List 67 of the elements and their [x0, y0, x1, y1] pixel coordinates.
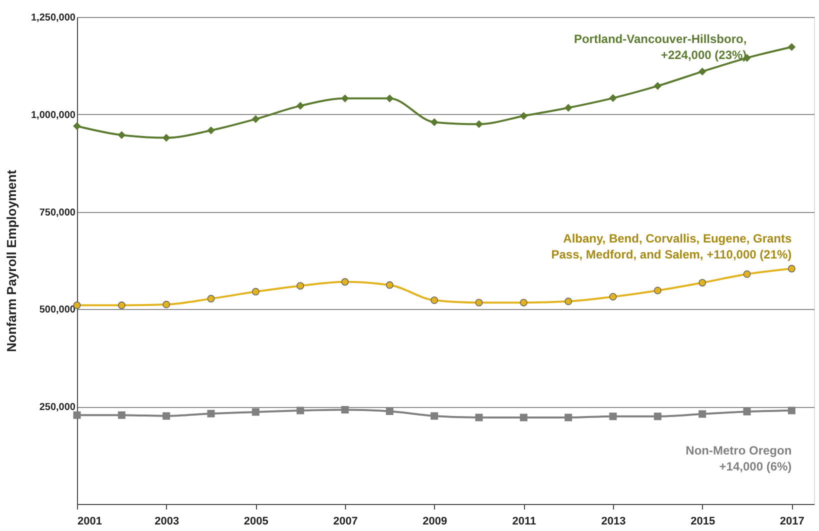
- point: [118, 302, 126, 310]
- point: [743, 270, 751, 278]
- point: [788, 43, 796, 51]
- point: [252, 288, 260, 296]
- point: [609, 292, 617, 300]
- point: [475, 298, 483, 306]
- point: [386, 94, 394, 102]
- point: [564, 104, 572, 112]
- point: [654, 286, 662, 294]
- point: [341, 406, 349, 414]
- point: [430, 412, 438, 420]
- point: [118, 131, 126, 139]
- y-tick-label: 750,000: [39, 207, 76, 218]
- point: [475, 414, 483, 422]
- point: [296, 406, 304, 414]
- x-tick-label: 2009: [422, 516, 448, 528]
- x-tick-label: 2015: [690, 516, 716, 528]
- point: [698, 278, 706, 286]
- point: [520, 414, 528, 422]
- point: [162, 134, 170, 142]
- point: [386, 281, 394, 289]
- point: [475, 120, 483, 128]
- point: [252, 408, 260, 416]
- point: [520, 298, 528, 306]
- x-tick-label: 2011: [512, 516, 536, 528]
- y-tick-label: 1,250,000: [31, 12, 76, 24]
- point: [162, 300, 170, 308]
- x-tick-label: 2003: [154, 516, 180, 528]
- y-axis-title: Nonfarm Payroll Employment: [4, 169, 20, 352]
- point: [296, 102, 304, 110]
- y-tick-label: 250,000: [39, 402, 76, 414]
- point: [430, 118, 438, 126]
- x-tick-label: 2007: [333, 516, 358, 528]
- point: [341, 94, 349, 102]
- series-label: Albany, Bend, Corvallis, Eugene, Grants Pass, Medford, and Salem, +110,000 (21%): [551, 232, 792, 262]
- series-label: Portland-Vancouver-Hillsboro, +224,000 (23%): [574, 32, 747, 62]
- point: [609, 94, 617, 102]
- y-tick-label: 500,000: [39, 304, 76, 316]
- point: [743, 408, 751, 416]
- point: [73, 122, 81, 130]
- y-tick-label: 1,000,000: [31, 110, 76, 121]
- point: [564, 298, 572, 306]
- point: [698, 68, 706, 76]
- point: [207, 294, 215, 302]
- point: [162, 412, 170, 420]
- point: [207, 410, 215, 418]
- point: [654, 412, 662, 420]
- point: [296, 282, 304, 290]
- point: [430, 296, 438, 304]
- point: [609, 412, 617, 420]
- point: [520, 112, 528, 120]
- point: [341, 278, 349, 286]
- point: [654, 82, 662, 90]
- point: [386, 408, 394, 416]
- point: [564, 414, 572, 422]
- x-tick-label: 2005: [244, 516, 268, 528]
- x-tick-label: 2013: [601, 516, 626, 528]
- point: [788, 406, 796, 414]
- point: [252, 115, 260, 123]
- point: [73, 411, 81, 419]
- point: [207, 126, 215, 134]
- point: [118, 411, 126, 419]
- x-tick-label: 2001: [78, 516, 102, 528]
- point: [788, 264, 796, 272]
- x-tick-label: 2017: [780, 516, 804, 528]
- point: [698, 410, 706, 418]
- text: Non-Metro Oregon +14,000 (6%): [686, 443, 792, 474]
